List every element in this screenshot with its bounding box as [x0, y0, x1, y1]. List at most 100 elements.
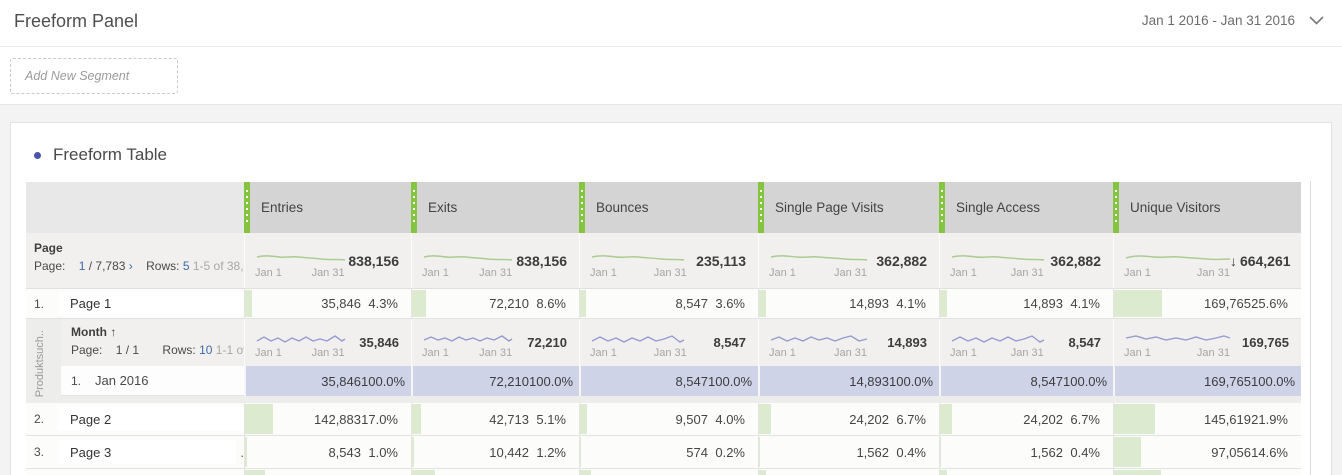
data-cell[interactable]: 8,547 3.6%	[579, 289, 758, 318]
data-cell[interactable]: 14,893 4.1%	[939, 289, 1113, 318]
column-header-bounces[interactable]: Bounces	[579, 182, 758, 233]
percent-bar	[940, 404, 952, 434]
data-cell[interactable]	[579, 469, 758, 475]
column-drag-handle-icon[interactable]	[411, 182, 417, 233]
column-drag-handle-icon[interactable]	[244, 182, 250, 233]
percent-bar	[940, 290, 948, 317]
percent-bar	[1114, 470, 1161, 475]
data-cell[interactable]	[411, 469, 579, 475]
data-cell[interactable]: 142,883 17.0%	[244, 403, 411, 435]
data-cell[interactable]	[1113, 469, 1301, 475]
dimension-summary-cell: Page Page: 1 / 7,783 › Rows: 5 1-5 of 38…	[26, 233, 244, 288]
dimension-item-label[interactable]: Page 2	[58, 407, 244, 431]
data-cell[interactable]: 8,547 100.0%	[939, 366, 1113, 396]
table-row-partial[interactable]	[26, 469, 1301, 475]
data-cell[interactable]: 1,562 0.4%	[758, 436, 939, 468]
data-cell[interactable]: 35,846 100.0%	[244, 366, 411, 396]
column-drag-handle-icon[interactable]	[579, 182, 585, 233]
data-cell[interactable]: 10,442 1.2%	[411, 436, 579, 468]
sparkline-icon	[256, 335, 346, 343]
data-cell[interactable]	[939, 469, 1113, 475]
rows-per-page-link[interactable]: 5	[182, 259, 190, 273]
data-cell[interactable]: 8,543 1.0%	[244, 436, 411, 468]
breakdown-total-cell: Jan 1 Jan 31 169,765	[1113, 319, 1301, 366]
column-header-single-page-visits[interactable]: Single Page Visits	[758, 182, 939, 233]
column-header-single-access[interactable]: Single Access	[939, 182, 1113, 233]
total-cell-bounces: Jan 1 Jan 31 235,113	[579, 233, 758, 288]
freeform-panel: Freeform Table Entries Exits	[10, 122, 1332, 475]
data-cell[interactable]: 14,893 100.0%	[758, 366, 939, 396]
breakdown-item-cell: 1. Jan 2016	[61, 366, 244, 396]
breakdown-dimension-name: Month ↑	[71, 325, 117, 339]
data-cell[interactable]: 72,210 100.0%	[411, 366, 579, 396]
breakdown-pagination: Page: 1 / 1 Rows: 10 1-1 of 1	[71, 343, 244, 357]
total-cell-exits: Jan 1 Jan 31 838,156	[411, 233, 579, 288]
data-cell[interactable]: 42,713 5.1%	[411, 403, 579, 435]
data-cell[interactable]: 8,547 100.0%	[579, 366, 758, 396]
data-cell[interactable]: 97,056 14.6%	[1113, 436, 1301, 468]
percent-bar	[245, 470, 265, 475]
data-cell[interactable]: 169,765 100.0%	[1113, 366, 1301, 396]
data-cell[interactable]: 574 0.2%	[579, 436, 758, 468]
sparkline-icon	[951, 335, 1045, 343]
sorted-total: ↓ 664,261	[1229, 252, 1291, 269]
data-cell[interactable]: 24,202 6.7%	[758, 403, 939, 435]
data-cell[interactable]: 169,765 25.6%	[1113, 289, 1301, 318]
page-title: Freeform Panel	[14, 11, 139, 31]
data-cell[interactable]: 35,846 4.3%	[244, 289, 411, 318]
breakdown-total-cell: Jan 1 Jan 31 8,547	[939, 319, 1113, 366]
breakdown-total-cell: Jan 1 Jan 31 8,547	[579, 319, 758, 366]
sparkline-icon	[256, 254, 346, 261]
current-page-link[interactable]: 1	[78, 259, 86, 273]
data-cell[interactable]: 9,507 4.0%	[579, 403, 758, 435]
data-cell[interactable]: 24,202 6.7%	[939, 403, 1113, 435]
table-scrollbar[interactable]	[1310, 181, 1311, 475]
sparkline-icon	[591, 335, 685, 343]
data-cell[interactable]: 145,619 21.9%	[1113, 403, 1301, 435]
column-header-unique-visitors[interactable]: Unique Visitors	[1113, 182, 1301, 233]
freeform-table: Entries Exits Bounces Single Page Visits	[26, 182, 1301, 475]
sort-asc-icon[interactable]: ↑	[110, 325, 117, 339]
breakdown-row[interactable]: 1. Jan 2016 35,846 100.0% 72,210 100.0% 8,…	[61, 366, 1301, 396]
data-cell[interactable]: 1,562 0.4%	[939, 436, 1113, 468]
date-range-picker[interactable]: Jan 1 2016 - Jan 31 2016	[1142, 13, 1324, 28]
table-row[interactable]: 1. Page 1 35,846 4.3% 72,210 8.6% 8,547 3.6…	[26, 289, 1301, 319]
column-header-exits[interactable]: Exits	[411, 182, 579, 233]
sparkline-icon	[591, 254, 685, 261]
column-drag-handle-icon[interactable]	[758, 182, 764, 233]
table-row[interactable]: 3. Page 3 . 8,543 1.0% 10,442 1.2% 574 0.2%…	[26, 436, 1301, 469]
table-row[interactable]: 2. Page 2 142,883 17.0% 42,713 5.1% 9,507 4…	[26, 403, 1301, 436]
breakdown-strip-label: Produktsuch..	[34, 329, 46, 397]
column-drag-handle-icon[interactable]	[1113, 182, 1119, 233]
sparkline-icon	[1125, 335, 1231, 341]
dimension-cell: 1. Page 1	[26, 289, 244, 318]
data-cell[interactable]	[758, 469, 939, 475]
date-range-label: Jan 1 2016 - Jan 31 2016	[1141, 13, 1295, 28]
breakdown-total-cell: Jan 1 Jan 31 35,846	[244, 319, 411, 366]
breakdown-strip[interactable]: Produktsuch..	[26, 319, 61, 403]
workspace-background: Freeform Table Entries Exits	[0, 105, 1342, 475]
dimension-item-label[interactable]: Page 3	[58, 440, 237, 464]
breakdown-item-label[interactable]: Jan 2016	[95, 373, 149, 388]
rows-per-page-link[interactable]: 10	[199, 343, 213, 357]
data-cell[interactable]: 14,893 4.1%	[758, 289, 939, 318]
breakdown-header-row: Month ↑ Page: 1 / 1 Rows: 10 1-1 of 1	[61, 319, 1301, 366]
breakdown-bottom-gap	[61, 396, 1301, 403]
column-drag-handle-icon[interactable]	[939, 182, 945, 233]
percent-bar	[1114, 437, 1142, 467]
percent-bar	[759, 404, 772, 434]
next-page-icon[interactable]: ›	[128, 259, 133, 273]
dimension-name: Page	[34, 241, 63, 255]
sparkline-icon	[770, 335, 868, 342]
data-cell[interactable]: 72,210 8.6%	[411, 289, 579, 318]
row-range-label: 1-5 of 38,91	[192, 259, 244, 273]
dimension-cell: 3. Page 3 .	[26, 436, 244, 468]
table-header-row: Entries Exits Bounces Single Page Visits	[26, 182, 1301, 233]
sort-desc-icon[interactable]: ↓	[1229, 252, 1237, 269]
add-segment-dropzone[interactable]: Add New Segment	[10, 58, 178, 94]
dimension-cell	[26, 469, 244, 475]
column-header-entries[interactable]: Entries	[244, 182, 411, 233]
data-cell[interactable]	[244, 469, 411, 475]
dimension-item-label[interactable]: Page 1	[58, 291, 243, 316]
